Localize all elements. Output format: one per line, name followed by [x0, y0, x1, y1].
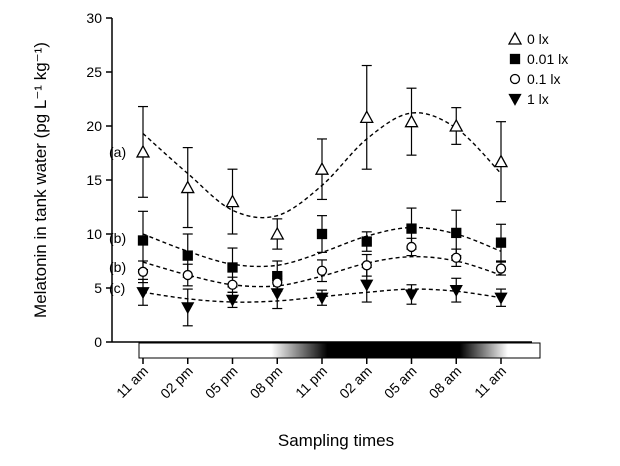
data-point	[227, 262, 238, 273]
data-point	[181, 302, 195, 315]
data-point	[449, 285, 463, 298]
x-tick-label: 11 am	[113, 363, 151, 401]
data-point	[494, 292, 508, 305]
y-tick-label: 30	[86, 10, 102, 26]
legend-label: 0.1 lx	[527, 71, 560, 87]
y-tick-label: 20	[86, 118, 102, 134]
data-point	[137, 266, 149, 277]
y-tick-label: 15	[86, 172, 102, 188]
data-point	[270, 226, 285, 240]
x-axis-title: Sampling times	[278, 431, 394, 450]
data-point	[182, 250, 193, 261]
photoperiod-bar	[138, 342, 541, 359]
group-label: (a)	[109, 144, 126, 160]
data-point	[360, 279, 374, 292]
data-point	[404, 114, 419, 128]
data-point	[225, 194, 240, 208]
x-tick-label: 11 pm	[292, 363, 330, 401]
data-point	[225, 294, 240, 307]
legend-item: 0 lx	[507, 31, 549, 47]
data-point	[449, 118, 464, 132]
x-tick-label: 02 pm	[157, 363, 196, 402]
y-tick-label: 5	[94, 280, 102, 296]
y-tick-label: 0	[94, 334, 102, 350]
data-point	[316, 265, 328, 276]
group-label: (b)	[109, 230, 126, 246]
data-point	[272, 277, 283, 288]
legend-item: 0.01 lx	[509, 51, 568, 67]
y-axis-ticks: 0 5 10 15 20 25 30	[86, 10, 112, 350]
legend-marker	[509, 73, 521, 85]
data-point	[314, 161, 330, 175]
y-axis-title: Melatonin in tank water (pg L⁻¹ kg⁻¹)	[31, 42, 50, 318]
x-tick-label: 11 am	[471, 363, 509, 401]
data-point	[451, 227, 462, 239]
y-tick-label: 25	[86, 64, 102, 80]
legend-item: 0.1 lx	[509, 71, 560, 87]
data-point	[270, 288, 284, 301]
data-point	[136, 287, 150, 300]
group-label: (b)	[109, 259, 126, 275]
fit-curve	[142, 288, 502, 303]
legend-marker	[508, 93, 522, 106]
group-label: (c)	[109, 280, 125, 296]
legend-label: 1 lx	[527, 91, 549, 107]
x-tick-label: 02 am	[336, 363, 375, 402]
data-point	[359, 110, 374, 124]
x-tick-label: 08 pm	[247, 363, 286, 402]
legend: 0 lx 0.01 lx 0.1 lx 1 lx	[507, 31, 568, 107]
fit-curve	[142, 226, 502, 268]
data-point	[451, 252, 462, 263]
data-point	[135, 144, 151, 158]
legend-label: 0 lx	[527, 31, 549, 47]
data-point	[361, 236, 372, 247]
x-axis-ticks: 11 am 02 pm 05 pm 08 pm 11 pm 02 am 05 am 08 am…	[113, 358, 509, 402]
data-point	[316, 228, 328, 240]
x-tick-label: 08 am	[426, 363, 465, 402]
data-point	[406, 223, 417, 234]
legend-marker	[507, 31, 523, 45]
x-tick-label: 05 pm	[202, 363, 241, 402]
data-point	[406, 241, 417, 253]
data-point	[404, 289, 419, 302]
data-point	[180, 180, 195, 194]
data-point	[227, 279, 238, 290]
legend-marker	[509, 53, 521, 65]
data-markers	[135, 110, 509, 315]
data-point	[495, 237, 507, 248]
y-tick-label: 10	[86, 226, 102, 242]
data-point	[493, 154, 509, 168]
data-point	[137, 235, 149, 246]
data-point	[495, 263, 507, 274]
data-point	[361, 260, 372, 271]
group-labels: (a) (b) (b) (c)	[109, 144, 126, 296]
legend-label: 0.01 lx	[527, 51, 568, 67]
x-tick-label: 05 am	[381, 363, 420, 402]
data-point	[182, 269, 193, 281]
legend-item: 1 lx	[508, 91, 549, 107]
data-point	[315, 292, 329, 305]
